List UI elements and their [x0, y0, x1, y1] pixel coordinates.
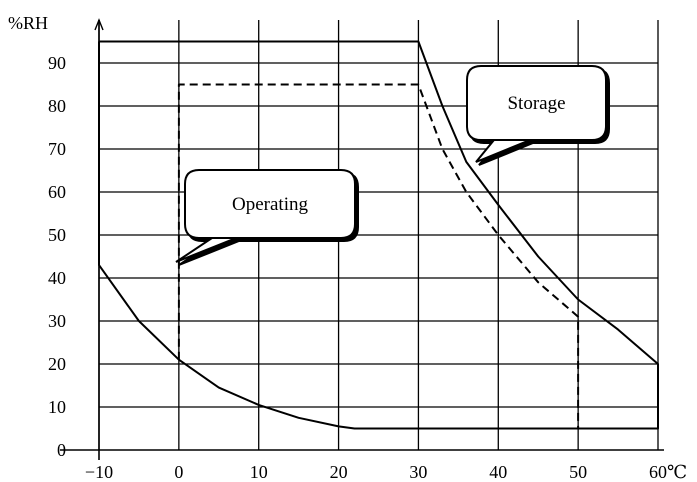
series-operating-line	[177, 83, 580, 429]
y-tick-label: 0	[57, 440, 66, 460]
x-tick-label: 20	[330, 462, 348, 482]
x-tick-label: 40	[489, 462, 507, 482]
x-tick-label: −10	[85, 462, 113, 482]
y-tick-label: 40	[48, 268, 66, 288]
series-group	[98, 40, 659, 430]
axes	[60, 18, 664, 460]
storage-callout-label: Storage	[507, 93, 565, 114]
callouts: Storage Operating	[175, 65, 610, 266]
y-axis-arrow	[94, 18, 104, 31]
y-tick-label: 20	[48, 354, 66, 374]
operating-callout	[175, 169, 356, 263]
y-tick-label: 50	[48, 225, 66, 245]
y-tick-label: 70	[48, 139, 66, 159]
y-tick-label: 80	[48, 96, 66, 116]
y-unit-label: %RH	[8, 13, 48, 33]
y-tick-label: 10	[48, 397, 66, 417]
x-tick-label: 0	[174, 462, 183, 482]
x-unit-label: ℃	[667, 462, 687, 482]
y-tick-label: 90	[48, 53, 66, 73]
x-tick-label: 50	[569, 462, 587, 482]
storage-callout	[466, 65, 607, 163]
operating-callout-label: Operating	[232, 194, 308, 215]
x-tick-label: 10	[250, 462, 268, 482]
x-tick-label: 60	[649, 462, 667, 482]
x-tick-label: 30	[409, 462, 427, 482]
y-tick-label: 30	[48, 311, 66, 331]
y-tick-label: 60	[48, 182, 66, 202]
